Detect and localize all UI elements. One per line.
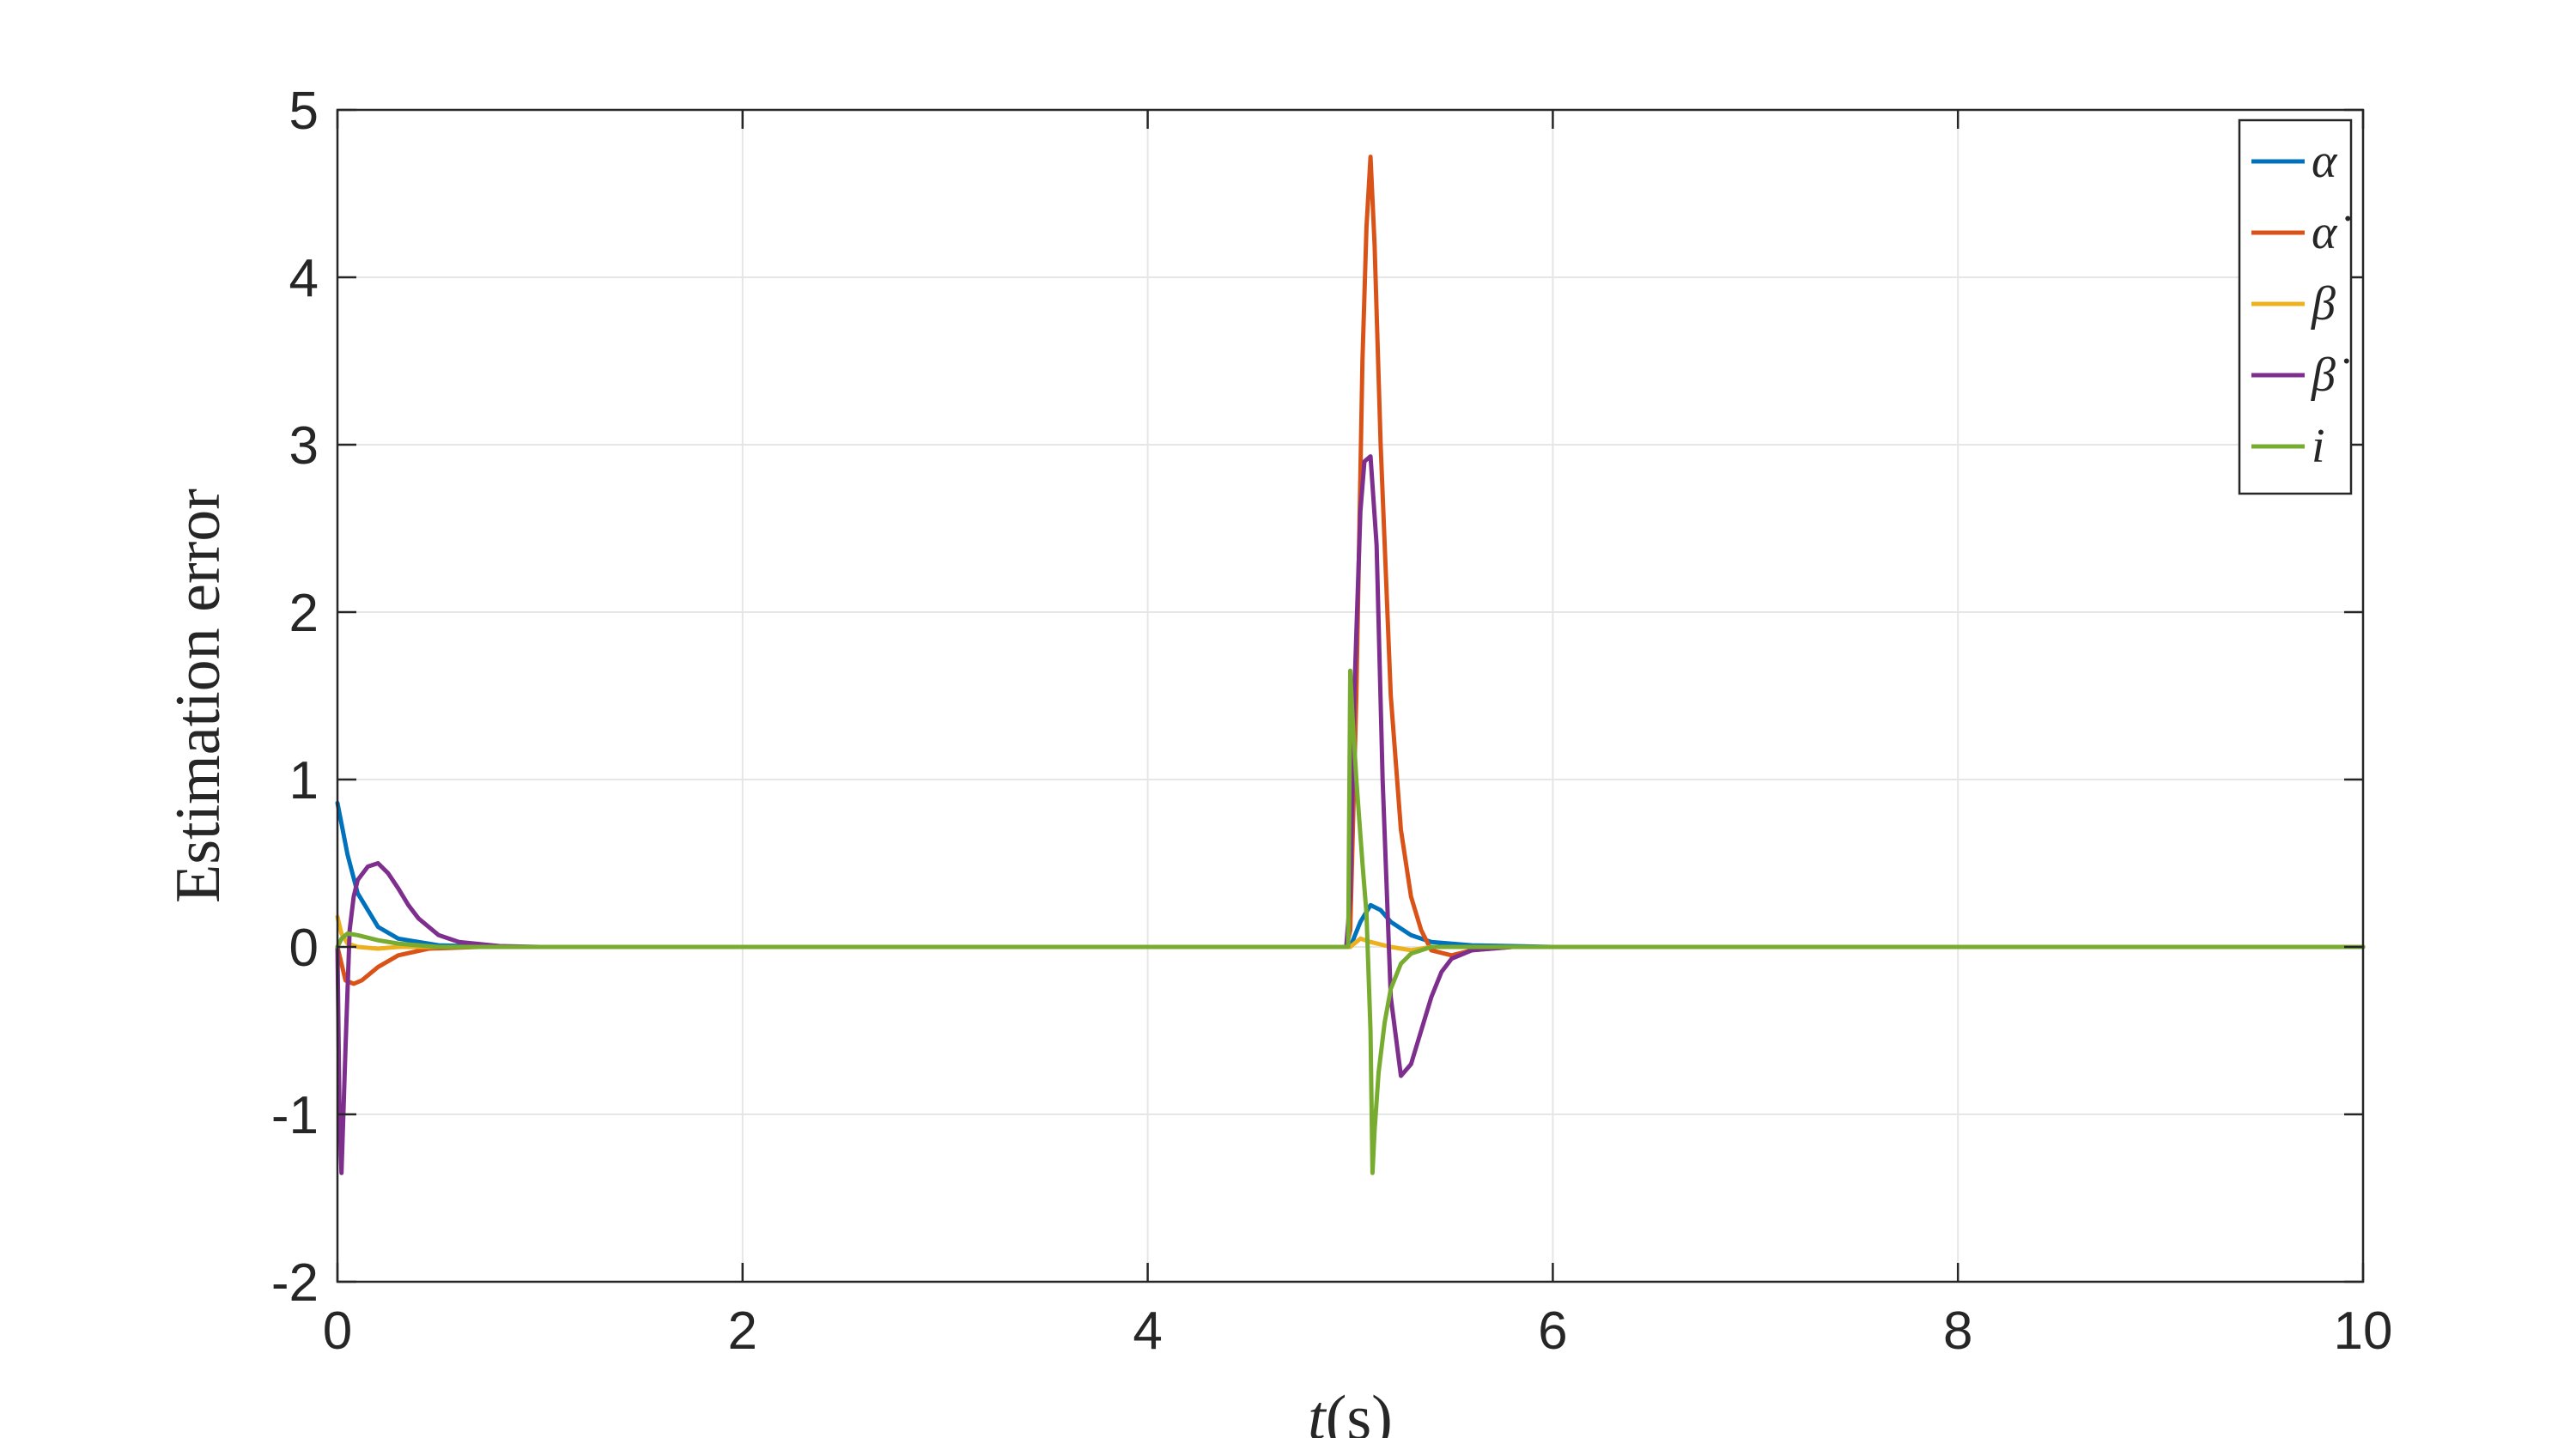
y-tick-label: -1 bbox=[271, 1086, 319, 1145]
series-layer bbox=[335, 155, 2366, 1175]
y-tick-label: 1 bbox=[289, 751, 319, 810]
legend-label: α bbox=[2312, 135, 2338, 188]
x-tick-label: 0 bbox=[323, 1301, 352, 1361]
x-tick-label: 4 bbox=[1133, 1301, 1162, 1361]
plot-frame bbox=[336, 108, 2365, 1283]
y-tick-label: 2 bbox=[289, 584, 319, 643]
series-line bbox=[335, 668, 2366, 1175]
series-line bbox=[335, 800, 2366, 950]
y-tick-label: 4 bbox=[289, 249, 319, 308]
x-axis-label-variable: t bbox=[1308, 1383, 1327, 1438]
y-tick-label: -2 bbox=[271, 1253, 319, 1313]
legend-box bbox=[2238, 118, 2353, 495]
y-tick-label: 5 bbox=[289, 82, 319, 141]
legend-label: i bbox=[2312, 420, 2325, 473]
x-tick-label: 10 bbox=[2334, 1301, 2393, 1361]
y-tick-label: 3 bbox=[289, 416, 319, 476]
x-tick-label: 2 bbox=[728, 1301, 757, 1361]
axis-ticks bbox=[336, 108, 2365, 1283]
y-axis-label: Estimation error bbox=[163, 488, 234, 903]
series-line bbox=[335, 155, 2366, 986]
x-axis-label-unit: (s) bbox=[1326, 1383, 1393, 1438]
x-axis-label: t(s) bbox=[1308, 1383, 1393, 1438]
x-tick-label: 6 bbox=[1538, 1301, 1567, 1361]
y-tick-label: 0 bbox=[289, 919, 319, 978]
x-tick-label: 8 bbox=[1943, 1301, 1972, 1361]
legend-label: β bbox=[2311, 277, 2336, 331]
legend: αα̇ββ̇i bbox=[2238, 118, 2353, 495]
tick-labels: 0 2 4 6 8 10 -2 -1 0 1 2 3 4 5 bbox=[271, 82, 2393, 1361]
